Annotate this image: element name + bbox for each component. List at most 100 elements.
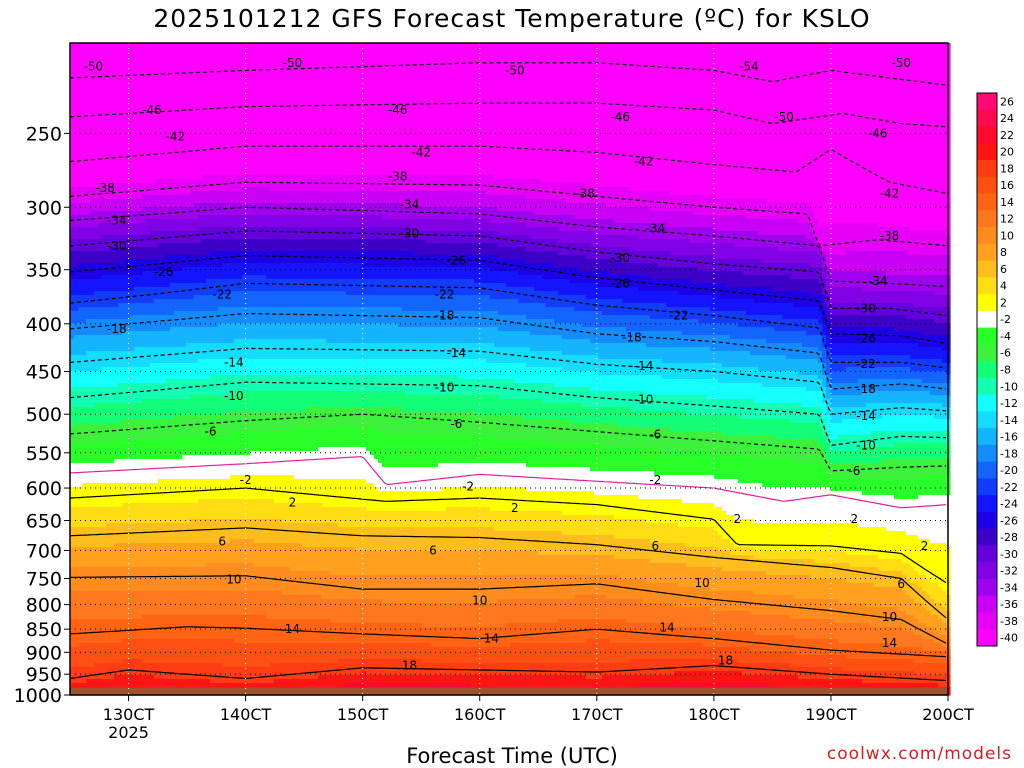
heatmap-cell bbox=[82, 155, 87, 160]
heatmap-cell bbox=[118, 123, 123, 128]
heatmap-cell bbox=[86, 319, 91, 324]
heatmap-cell bbox=[122, 363, 127, 368]
heatmap-cell bbox=[74, 667, 79, 672]
heatmap-cell bbox=[82, 119, 87, 124]
heatmap-cell bbox=[82, 235, 87, 240]
heatmap-cell bbox=[134, 135, 139, 140]
heatmap-cell bbox=[114, 643, 119, 648]
heatmap-cell bbox=[110, 491, 115, 496]
heatmap-cell bbox=[82, 311, 87, 316]
heatmap-cell bbox=[106, 603, 111, 608]
heatmap-cell bbox=[94, 475, 99, 480]
heatmap-cell bbox=[98, 567, 103, 572]
heatmap-cell bbox=[98, 415, 103, 420]
heatmap-cell bbox=[118, 591, 123, 596]
heatmap-cell bbox=[90, 443, 95, 448]
heatmap-cell bbox=[122, 471, 127, 476]
heatmap-cell bbox=[114, 447, 119, 452]
heatmap-cell bbox=[110, 375, 115, 380]
heatmap-cell bbox=[122, 587, 127, 592]
heatmap-cell bbox=[142, 179, 147, 184]
heatmap-cell bbox=[102, 555, 107, 560]
heatmap-cell bbox=[78, 367, 83, 372]
heatmap-cell bbox=[90, 455, 95, 460]
heatmap-cell bbox=[122, 167, 127, 172]
heatmap-cell bbox=[134, 139, 139, 144]
heatmap-cell bbox=[142, 275, 147, 280]
heatmap-cell bbox=[146, 535, 151, 540]
heatmap-cell bbox=[130, 683, 135, 688]
heatmap-cell bbox=[110, 51, 115, 56]
heatmap-cell bbox=[102, 251, 107, 256]
heatmap-cell bbox=[110, 403, 115, 408]
heatmap-cell bbox=[98, 139, 103, 144]
heatmap-cell bbox=[130, 367, 135, 372]
heatmap-cell bbox=[134, 271, 139, 276]
heatmap-cell bbox=[90, 247, 95, 252]
heatmap-cell bbox=[94, 499, 99, 504]
heatmap-cell bbox=[130, 615, 135, 620]
heatmap-cell bbox=[134, 475, 139, 480]
heatmap-cell bbox=[98, 287, 103, 292]
heatmap-cell bbox=[86, 655, 91, 660]
heatmap-cell bbox=[78, 347, 83, 352]
heatmap-cell bbox=[118, 551, 123, 556]
heatmap-cell bbox=[114, 303, 119, 308]
heatmap-cell bbox=[142, 251, 147, 256]
heatmap-cell bbox=[78, 83, 83, 88]
heatmap-cell bbox=[90, 419, 95, 424]
heatmap-cell bbox=[142, 403, 147, 408]
heatmap-cell bbox=[146, 507, 151, 512]
heatmap-cell bbox=[134, 287, 139, 292]
heatmap-cell bbox=[126, 619, 131, 624]
heatmap-cell bbox=[142, 367, 147, 372]
heatmap-cell bbox=[114, 435, 119, 440]
heatmap-cell bbox=[82, 283, 87, 288]
heatmap-cell bbox=[74, 183, 79, 188]
heatmap-cell bbox=[102, 579, 107, 584]
heatmap-cell bbox=[134, 335, 139, 340]
heatmap-cell bbox=[98, 175, 103, 180]
heatmap-cell bbox=[82, 395, 87, 400]
heatmap-cell bbox=[74, 63, 79, 68]
heatmap-cell bbox=[110, 163, 115, 168]
heatmap-cell bbox=[114, 83, 119, 88]
heatmap-cell bbox=[102, 611, 107, 616]
heatmap-cell bbox=[86, 483, 91, 488]
heatmap-cell bbox=[142, 511, 147, 516]
heatmap-cell bbox=[106, 163, 111, 168]
heatmap-cell bbox=[130, 151, 135, 156]
heatmap-cell bbox=[106, 679, 111, 684]
heatmap-cell bbox=[102, 375, 107, 380]
heatmap-cell bbox=[122, 431, 127, 436]
heatmap-cell bbox=[90, 287, 95, 292]
heatmap-cell bbox=[134, 431, 139, 436]
heatmap-cell bbox=[118, 471, 123, 476]
heatmap-cell bbox=[106, 411, 111, 416]
heatmap-cell bbox=[118, 47, 123, 52]
heatmap-cell bbox=[90, 263, 95, 268]
heatmap-cell bbox=[130, 47, 135, 52]
heatmap-cell bbox=[114, 283, 119, 288]
heatmap-cell bbox=[146, 55, 151, 60]
heatmap-cell bbox=[106, 403, 111, 408]
heatmap-cell bbox=[82, 135, 87, 140]
heatmap-cell bbox=[102, 287, 107, 292]
heatmap-cell bbox=[86, 619, 91, 624]
heatmap-cell bbox=[102, 463, 107, 468]
heatmap-cell bbox=[114, 135, 119, 140]
heatmap-cell bbox=[86, 47, 91, 52]
heatmap-cell bbox=[138, 607, 143, 612]
heatmap-cell bbox=[138, 347, 143, 352]
heatmap-cell bbox=[138, 379, 143, 384]
heatmap-cell bbox=[110, 667, 115, 672]
heatmap-cell bbox=[134, 171, 139, 176]
heatmap-cell bbox=[78, 651, 83, 656]
heatmap-cell bbox=[82, 183, 87, 188]
heatmap-cell bbox=[134, 583, 139, 588]
heatmap-cell bbox=[102, 615, 107, 620]
heatmap-cell bbox=[86, 171, 91, 176]
heatmap-cell bbox=[74, 315, 79, 320]
heatmap-cell bbox=[106, 151, 111, 156]
heatmap-cell bbox=[126, 59, 131, 64]
